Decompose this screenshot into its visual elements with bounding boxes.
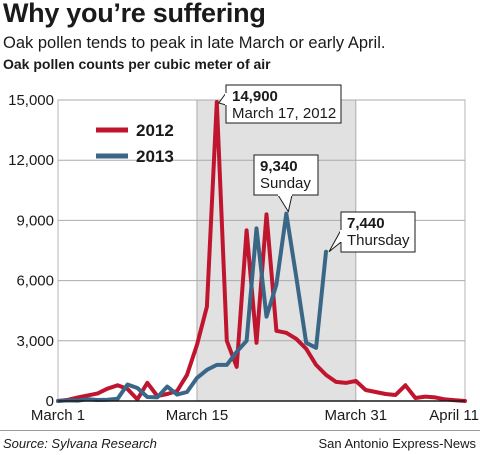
callout-value: 7,440 — [347, 215, 385, 232]
x-tick-label: April 11 — [429, 407, 479, 424]
callout-value: 9,340 — [260, 158, 298, 175]
y-tick-label: 0 — [46, 393, 54, 410]
callout-value: 14,900 — [232, 88, 278, 105]
callout-label: Sunday — [260, 175, 311, 192]
x-tick-label: March 1 — [31, 407, 85, 424]
legend-label-2013: 2013 — [136, 147, 174, 166]
x-tick-label: March 15 — [166, 407, 229, 424]
pollen-line-chart: 0 3,000 6,000 9,000 12,000 15,000 March 1 March… — [8, 84, 479, 424]
unit-label: Oak pollen counts per cubic meter of air — [3, 56, 271, 72]
callout-box — [340, 211, 416, 253]
footer-divider — [0, 430, 480, 431]
y-tick-label: 12,000 — [8, 152, 54, 169]
callout-pointer — [218, 91, 227, 106]
publisher-credit: San Antonio Express-News — [318, 436, 476, 451]
x-tick-label: March 31 — [325, 407, 388, 424]
y-tick-label: 9,000 — [16, 212, 54, 229]
series-line-2013 — [56, 211, 328, 403]
y-tick-label: 15,000 — [8, 92, 54, 109]
callout-box — [253, 154, 319, 196]
callout-label: March 17, 2012 — [232, 105, 336, 122]
y-tick-label: 6,000 — [16, 273, 54, 290]
chart-title: Why you’re suffering — [3, 0, 266, 28]
legend-label-2012: 2012 — [136, 121, 174, 140]
callout-label: Thursday — [347, 232, 410, 249]
shaded-range — [196, 100, 356, 401]
source-note: Source: Sylvana Research — [3, 436, 157, 451]
y-tick-label: 3,000 — [16, 333, 54, 350]
chart-subtitle: Oak pollen tends to peak in late March o… — [3, 34, 386, 52]
